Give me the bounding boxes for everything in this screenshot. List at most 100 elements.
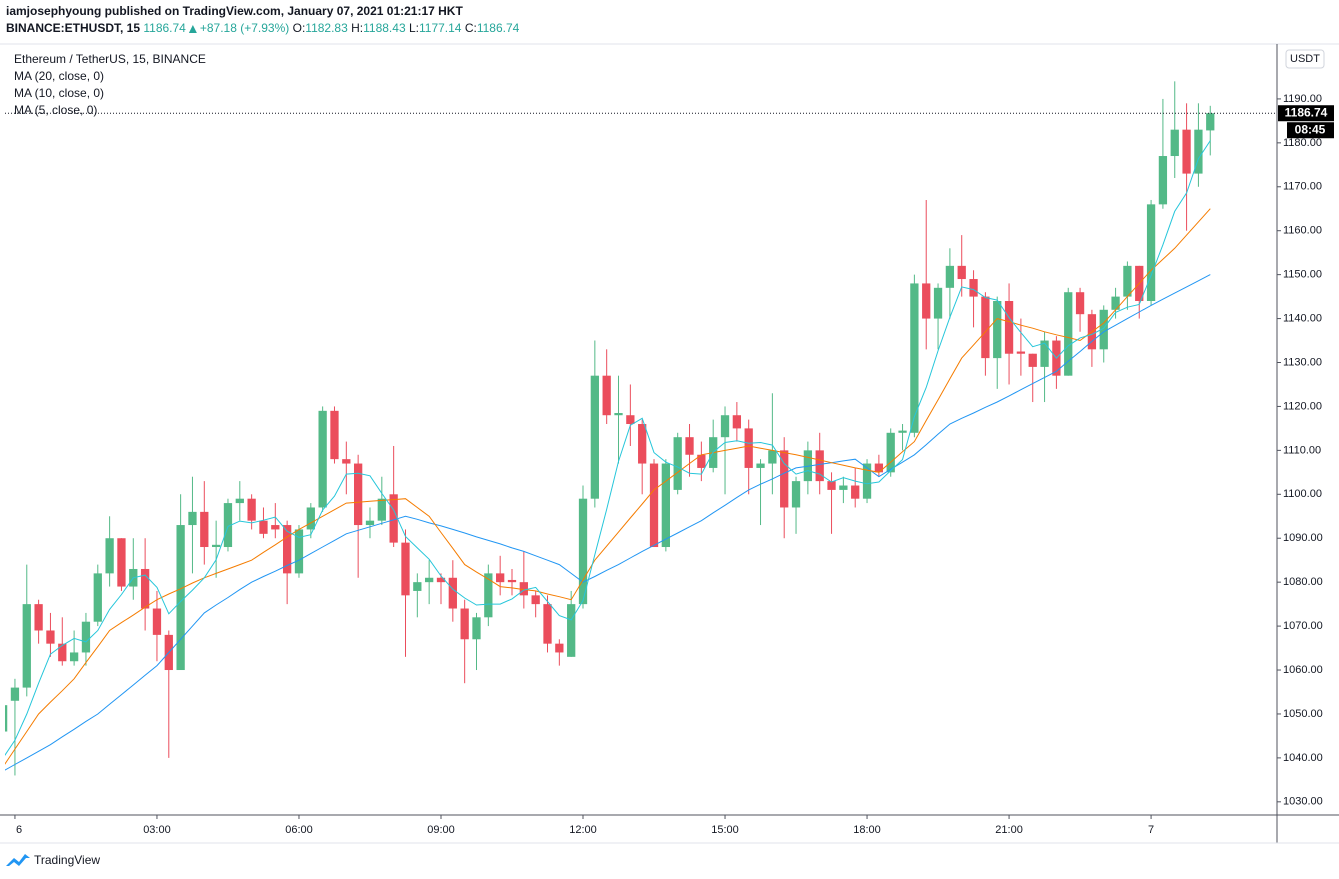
candle-body	[117, 538, 126, 587]
candle-body	[578, 498, 588, 605]
candle-body	[1123, 265, 1132, 297]
countdown: 08:45	[1295, 122, 1326, 136]
candle-body	[1040, 340, 1049, 367]
candle-body	[507, 579, 517, 583]
chart-title: Ethereum / TetherUS, 15, BINANCE	[14, 52, 206, 66]
candle-body	[81, 621, 91, 653]
candle-body	[555, 643, 564, 653]
candle-body	[436, 577, 446, 583]
candle-body	[223, 503, 233, 548]
candle-body	[46, 630, 55, 644]
candle-body	[673, 437, 682, 490]
x-tick-label: 09:00	[427, 824, 455, 836]
candle-body	[389, 494, 398, 543]
y-tick-label: 1080.00	[1283, 576, 1323, 588]
candle-body	[354, 463, 363, 526]
candle-body	[531, 595, 540, 605]
x-tick-label: 6	[16, 824, 22, 836]
candle-body	[10, 687, 20, 701]
candle-body	[602, 375, 611, 416]
candle-body	[5, 705, 8, 732]
y-tick-label: 1050.00	[1283, 708, 1323, 720]
open-value: 1182.83	[305, 21, 348, 35]
y-tick-label: 1070.00	[1283, 620, 1323, 632]
legend: MA (20, close, 0) MA (10, close, 0) MA (5,…	[14, 69, 104, 117]
plot	[5, 81, 1215, 776]
symbol-line: BINANCE:ETHUSDT, 15 1186.74 +87.18 (+7.93…	[6, 21, 520, 35]
legend-entry: MA (20, close, 0)	[14, 69, 104, 83]
candle-body	[720, 415, 730, 438]
y-tick-label: 1130.00	[1283, 356, 1322, 368]
candle-body	[732, 415, 742, 429]
countdown-box	[1287, 122, 1334, 139]
y-tick-label: 1120.00	[1283, 400, 1322, 412]
candle-body	[638, 424, 647, 464]
candle-body	[567, 604, 576, 657]
candle-body	[247, 498, 256, 521]
x-tick-label: 15:00	[711, 824, 739, 836]
moving-average	[5, 140, 1211, 756]
candle-body	[318, 410, 327, 508]
high-value: 1188.43	[363, 21, 406, 35]
candle-body	[543, 604, 552, 644]
candle-body	[1016, 351, 1026, 354]
h-label: H:	[351, 21, 363, 35]
currency[interactable]: USDT	[1290, 53, 1320, 65]
candle-body	[448, 577, 457, 609]
logo-icon	[6, 854, 30, 866]
candle-body	[756, 463, 765, 468]
candle-body	[839, 485, 848, 490]
x-tick-label: 03:00	[143, 824, 171, 836]
x-tick-label: 21:00	[995, 824, 1023, 836]
candle-body	[22, 604, 31, 688]
candle-body	[626, 415, 635, 425]
x-tick-label: 18:00	[853, 824, 881, 836]
candle-body	[933, 287, 943, 319]
y-tick-label: 1040.00	[1283, 752, 1323, 764]
y-tick-label: 1030.00	[1283, 796, 1323, 808]
y-tick-label: 1160.00	[1283, 225, 1322, 237]
candle-body	[685, 437, 694, 455]
candle-body	[425, 577, 434, 583]
y-tick-label: 1170.00	[1283, 181, 1322, 193]
candle-body	[58, 643, 67, 662]
candle-body	[176, 525, 185, 671]
candle-body	[401, 542, 410, 596]
brand: TradingView	[34, 853, 100, 867]
candle-body	[874, 463, 884, 473]
candle-body	[1004, 301, 1014, 354]
candle-body	[697, 454, 706, 468]
candle-body	[993, 301, 1002, 359]
candle-body	[851, 485, 860, 499]
candle-body	[472, 617, 481, 640]
x-tick-label: 06:00	[285, 824, 313, 836]
up-arrow	[188, 25, 197, 33]
candle-body	[235, 498, 244, 504]
candle-body	[1194, 129, 1203, 174]
y-tick-label: 1060.00	[1283, 664, 1323, 676]
candle-body	[34, 604, 43, 631]
c-label: C:	[465, 21, 477, 35]
candle-body	[910, 283, 919, 433]
candle-body	[330, 410, 339, 460]
candle-body	[1099, 309, 1108, 350]
candle-body	[886, 432, 895, 473]
y-tick-label: 1110.00	[1283, 444, 1321, 456]
candle-body	[152, 608, 162, 635]
candle-body	[342, 459, 351, 464]
candle-body	[188, 511, 197, 526]
candle-body	[827, 481, 836, 490]
candle-body	[898, 430, 907, 433]
l-label: L:	[409, 21, 419, 35]
y-tick-label: 1140.00	[1283, 312, 1322, 324]
candle-body	[211, 544, 221, 548]
y-tick-label: 1090.00	[1283, 532, 1323, 544]
candle-body	[1158, 156, 1168, 205]
candle-body	[649, 463, 659, 548]
x-tick-label: 12:00	[569, 824, 597, 836]
candle-body	[981, 296, 990, 359]
candle-body	[460, 608, 469, 640]
candle-body	[780, 450, 789, 508]
currency-box[interactable]	[1285, 49, 1325, 69]
